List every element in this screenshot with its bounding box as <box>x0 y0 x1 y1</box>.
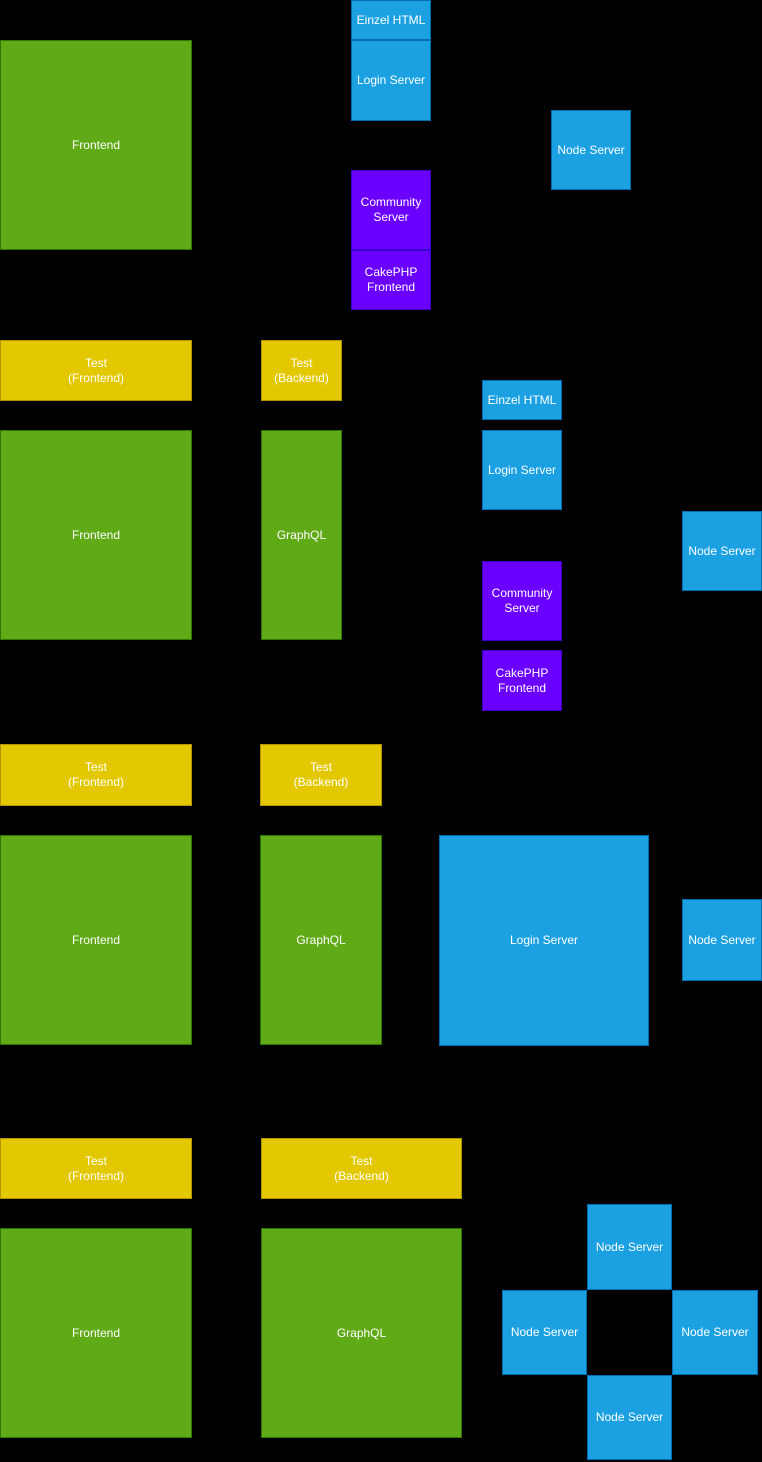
stage-4-node-server-north[interactable]: Node Server <box>587 1204 672 1290</box>
stage-1-einzel-html[interactable]: Einzel HTML <box>351 0 431 40</box>
node-label: Community Server <box>360 195 422 224</box>
node-label: GraphQL <box>336 1325 387 1340</box>
stage-1-community-server[interactable]: Community Server <box>351 170 431 250</box>
node-label: Einzel HTML <box>356 12 426 27</box>
stage-2-frontend[interactable]: Frontend <box>0 430 192 640</box>
stage-2-einzel-html[interactable]: Einzel HTML <box>482 380 562 420</box>
stage-2-cakephp-frontend[interactable]: CakePHP Frontend <box>482 650 562 711</box>
stage-3-frontend[interactable]: Frontend <box>0 835 192 1045</box>
node-label: Test (Backend) <box>274 355 329 385</box>
node-label: Node Server <box>681 1325 749 1339</box>
node-label: Frontend <box>71 1325 121 1340</box>
node-label: Login Server <box>356 73 426 87</box>
node-label: CakePHP Frontend <box>364 265 418 294</box>
node-label: Community Server <box>491 586 553 615</box>
node-label: Test (Backend) <box>293 760 349 789</box>
stage-2-graphql[interactable]: GraphQL <box>261 430 342 640</box>
stage-1-frontend[interactable]: Frontend <box>0 40 192 250</box>
node-label: GraphQL <box>296 932 346 947</box>
stage-4-graphql[interactable]: GraphQL <box>261 1228 462 1438</box>
node-label: Node Server <box>688 932 756 947</box>
stage-4-test-frontend[interactable]: Test (Frontend) <box>0 1138 192 1199</box>
node-label: Node Server <box>510 1325 579 1339</box>
stage-3-test-frontend[interactable]: Test (Frontend) <box>0 744 192 806</box>
node-label: Test (Frontend) <box>67 1153 125 1183</box>
node-label: Login Server <box>487 462 557 477</box>
node-label: CakePHP Frontend <box>495 665 549 695</box>
stage-3-graphql[interactable]: GraphQL <box>260 835 382 1045</box>
stage-1-login-server[interactable]: Login Server <box>351 40 431 121</box>
stage-2-login-server[interactable]: Login Server <box>482 430 562 510</box>
stage-3-login-server[interactable]: Login Server <box>439 835 649 1046</box>
stage-4-node-server-west[interactable]: Node Server <box>502 1290 587 1375</box>
node-label: Test (Frontend) <box>67 355 125 385</box>
stage-2-test-frontend[interactable]: Test (Frontend) <box>0 340 192 401</box>
stage-1-cakephp-frontend[interactable]: CakePHP Frontend <box>351 250 431 310</box>
node-label: GraphQL <box>276 527 327 542</box>
stage-4-node-server-south[interactable]: Node Server <box>587 1375 672 1460</box>
node-label: Frontend <box>71 137 121 152</box>
stage-2-test-backend[interactable]: Test (Backend) <box>261 340 342 401</box>
node-label: Frontend <box>71 527 121 542</box>
node-label: Login Server <box>509 933 579 947</box>
node-label: Node Server <box>557 142 625 157</box>
node-label: Test (Frontend) <box>67 760 125 789</box>
node-label: Node Server <box>688 543 756 558</box>
stage-2-community-server[interactable]: Community Server <box>482 561 562 641</box>
node-label: Test (Backend) <box>334 1153 389 1183</box>
stage-3-test-backend[interactable]: Test (Backend) <box>260 744 382 806</box>
node-label: Node Server <box>595 1239 664 1254</box>
node-label: Frontend <box>71 932 121 947</box>
stage-4-frontend[interactable]: Frontend <box>0 1228 192 1438</box>
stage-3-node-server[interactable]: Node Server <box>682 899 762 981</box>
stage-1-node-server[interactable]: Node Server <box>551 110 631 190</box>
stage-4-test-backend[interactable]: Test (Backend) <box>261 1138 462 1199</box>
node-label: Node Server <box>595 1410 664 1424</box>
node-label: Einzel HTML <box>487 392 557 407</box>
stage-4-node-server-east[interactable]: Node Server <box>672 1290 758 1375</box>
stage-2-node-server[interactable]: Node Server <box>682 511 762 591</box>
